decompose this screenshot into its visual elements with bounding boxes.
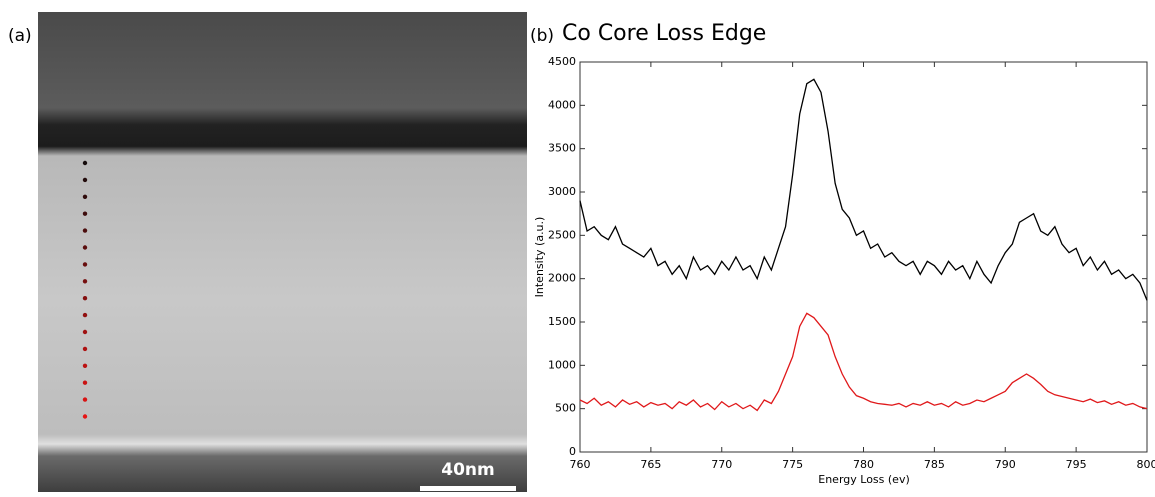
x-tick-label: 795	[1066, 458, 1087, 471]
y-tick-label: 1500	[548, 315, 576, 328]
x-tick-label: 765	[640, 458, 661, 471]
y-tick-label: 4000	[548, 98, 576, 111]
scan-dot	[83, 161, 87, 165]
scan-dot	[83, 414, 87, 418]
scan-dot	[83, 313, 87, 317]
panel-label: (b)	[530, 26, 554, 46]
x-tick-label: 790	[995, 458, 1016, 471]
y-tick-label: 1000	[548, 358, 576, 371]
scan-dot	[83, 397, 87, 401]
scan-dot	[83, 245, 87, 249]
x-tick-label: 770	[711, 458, 732, 471]
scan-dot	[83, 212, 87, 216]
series-line	[580, 313, 1147, 410]
series-line	[580, 79, 1147, 300]
y-tick-label: 2000	[548, 272, 576, 285]
y-axis-label: Intensity (a.u.)	[533, 217, 546, 298]
scan-dot	[83, 195, 87, 199]
scan-dot	[83, 296, 87, 300]
scan-dot	[83, 228, 87, 232]
chart-title: Co Core Loss Edge	[562, 21, 766, 46]
x-tick-label: 785	[924, 458, 945, 471]
plot-frame	[580, 62, 1147, 452]
x-tick-label: 800	[1137, 458, 1155, 471]
x-tick-label: 760	[570, 458, 591, 471]
y-tick-label: 4500	[548, 55, 576, 68]
scan-dot	[83, 178, 87, 182]
scan-dot	[83, 381, 87, 385]
scan-dot	[83, 330, 87, 334]
x-tick-label: 775	[782, 458, 803, 471]
y-tick-label: 3000	[548, 185, 576, 198]
micrograph	[38, 12, 527, 492]
x-axis-label: Energy Loss (ev)	[818, 473, 910, 486]
scale-bar-label: 40nm	[441, 460, 494, 480]
y-tick-label: 500	[555, 402, 576, 415]
scan-dot	[83, 347, 87, 351]
y-tick-label: 3500	[548, 142, 576, 155]
scale-bar	[420, 486, 516, 491]
y-tick-label: 2500	[548, 228, 576, 241]
x-tick-label: 780	[853, 458, 874, 471]
scan-dot	[83, 262, 87, 266]
scan-dot	[83, 279, 87, 283]
scan-dot	[83, 364, 87, 368]
y-tick-label: 0	[569, 445, 576, 458]
panel-label: (a)	[8, 26, 32, 46]
